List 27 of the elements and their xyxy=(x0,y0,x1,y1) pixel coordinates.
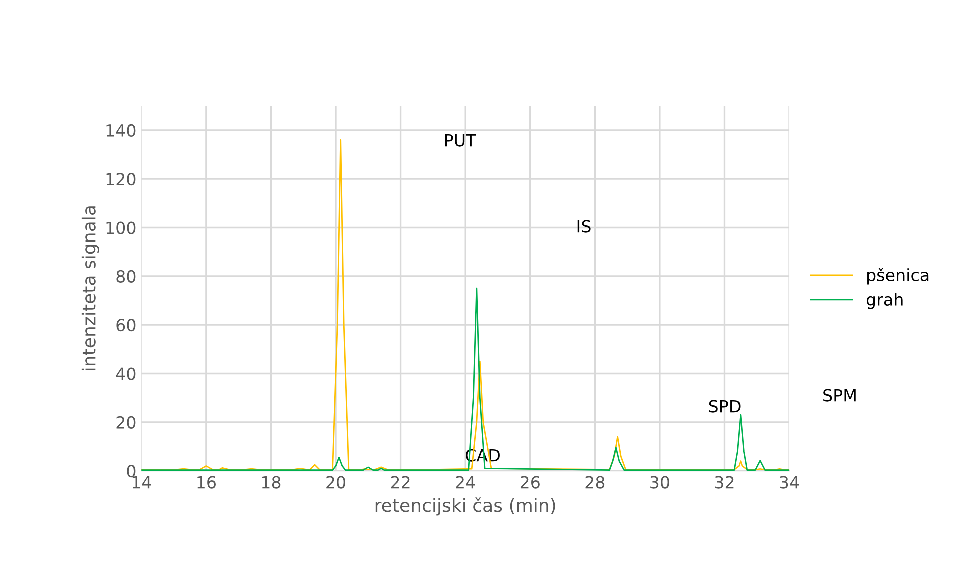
y-tick-label: 0 xyxy=(127,465,136,478)
legend-label: pšenica xyxy=(868,268,929,285)
annotation: IS xyxy=(578,220,591,233)
x-tick-label: 26 xyxy=(520,476,540,489)
x-tick-label: 24 xyxy=(456,476,476,489)
annotation: SPD xyxy=(709,400,741,413)
x-tick-label: 22 xyxy=(391,476,410,489)
y-tick-label: 60 xyxy=(116,319,136,332)
x-tick-label: 14 xyxy=(132,476,152,489)
x-tick-label: 20 xyxy=(326,476,346,489)
y-tick-label: 120 xyxy=(106,173,136,186)
y-tick-label: 100 xyxy=(106,222,136,234)
x-axis-title: retencijski čas (min) xyxy=(376,498,556,516)
x-tick-label: 30 xyxy=(650,476,670,489)
legend-label: grah xyxy=(866,293,903,310)
y-tick-label: 40 xyxy=(116,368,136,380)
y-axis-title: intenziteta signala xyxy=(82,206,100,370)
x-tick-label: 28 xyxy=(586,476,605,489)
y-tick-label: 80 xyxy=(116,270,136,283)
x-tick-label: 34 xyxy=(780,476,800,489)
x-tick-label: 18 xyxy=(262,476,281,489)
x-tick-label: 16 xyxy=(198,476,216,489)
y-tick-label: 20 xyxy=(116,416,136,429)
annotation: PUT xyxy=(445,134,476,147)
x-tick-label: 32 xyxy=(715,476,734,489)
y-tick-label: 140 xyxy=(106,124,136,138)
text: SPM xyxy=(824,389,856,402)
